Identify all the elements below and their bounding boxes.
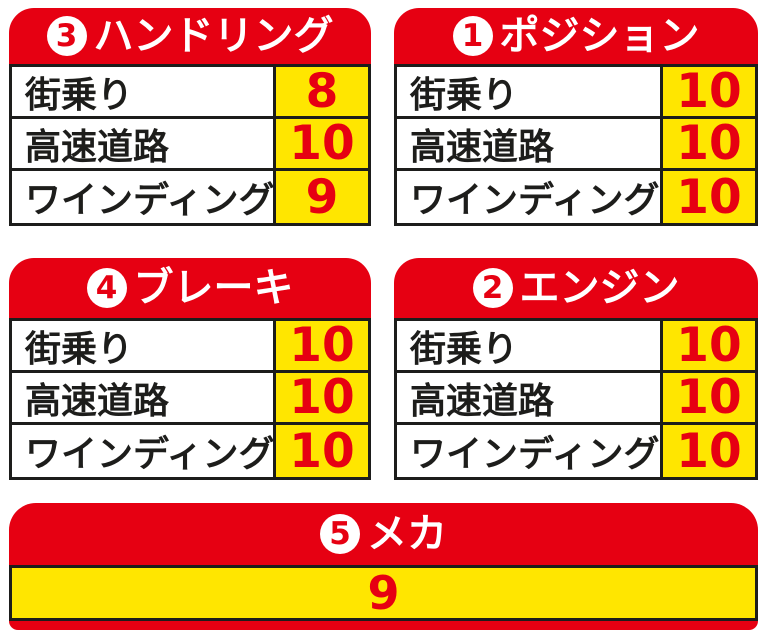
table-row: ワインディング 9 [12, 171, 368, 223]
row-label: 高速道路 [25, 380, 170, 422]
rating-table: 街乗り 10 高速道路 10 ワインディング 10 [9, 318, 371, 480]
panel-title: ブレーキ [133, 265, 294, 311]
row-score: 10 [273, 119, 368, 168]
table-row: 高速道路 10 [12, 119, 368, 171]
circled-number-badge: 2 [472, 268, 513, 308]
row-label: 街乗り [25, 74, 134, 116]
panel-header: 5 メカ [9, 503, 758, 565]
row-label: 街乗り [410, 328, 519, 370]
rating-panel-handling: 3 ハンドリング 街乗り 8 高速道路 10 ワインディング 9 [9, 8, 371, 226]
row-label: ワインディング [410, 434, 660, 475]
table-row: 街乗り 10 [12, 321, 368, 373]
rating-table: 街乗り 10 高速道路 10 ワインディング 10 [394, 64, 758, 226]
circled-number-badge: 1 [452, 16, 493, 56]
panel-header: 3 ハンドリング [9, 8, 371, 64]
table-row: 街乗り 8 [12, 67, 368, 119]
table-row: ワインディング 10 [397, 171, 755, 223]
row-score: 9 [367, 566, 400, 620]
panel-header: 2 エンジン [394, 258, 758, 318]
row-label: ワインディング [410, 180, 660, 221]
row-score: 10 [660, 321, 755, 370]
table-row: 街乗り 10 [397, 67, 755, 119]
bottom-red-cap [9, 621, 758, 630]
table-row: 高速道路 10 [397, 119, 755, 171]
panel-title: エンジン [519, 265, 680, 311]
rating-panel-brake: 4 ブレーキ 街乗り 10 高速道路 10 ワインディング 10 [9, 258, 371, 480]
table-row: 高速道路 10 [12, 373, 368, 425]
circled-number-badge: 4 [86, 268, 127, 308]
row-score: 9 [273, 171, 368, 223]
row-label: 街乗り [25, 328, 134, 370]
panel-header: 4 ブレーキ [9, 258, 371, 318]
panel-title: ハンドリング [93, 13, 334, 59]
row-score: 10 [660, 373, 755, 422]
table-row: ワインディング 10 [397, 425, 755, 477]
table-row: 街乗り 10 [397, 321, 755, 373]
row-score: 10 [273, 425, 368, 477]
row-score: 10 [273, 321, 368, 370]
row-label: 街乗り [410, 74, 519, 116]
row-score: 10 [660, 171, 755, 223]
row-score: 10 [660, 425, 755, 477]
row-label: 高速道路 [25, 126, 170, 168]
row-score: 10 [660, 119, 755, 168]
panel-header: 1 ポジション [394, 8, 758, 64]
row-score: 10 [273, 373, 368, 422]
table-row: ワインディング 10 [12, 425, 368, 477]
row-label: 高速道路 [410, 380, 555, 422]
rating-table: 街乗り 10 高速道路 10 ワインディング 10 [394, 318, 758, 480]
rating-panel-mecha: 5 メカ 9 [9, 503, 758, 630]
row-label: ワインディング [25, 434, 273, 475]
panel-title: メカ [367, 511, 447, 557]
rating-panel-position: 1 ポジション 街乗り 10 高速道路 10 ワインディング 10 [394, 8, 758, 226]
row-score: 10 [660, 67, 755, 116]
circled-number-badge: 3 [46, 16, 87, 56]
panel-title: ポジション [499, 13, 700, 59]
table-row: 高速道路 10 [397, 373, 755, 425]
rating-panel-engine: 2 エンジン 街乗り 10 高速道路 10 ワインディング 10 [394, 258, 758, 480]
row-label: 高速道路 [410, 126, 555, 168]
row-score: 8 [273, 67, 368, 116]
rating-table: 街乗り 8 高速道路 10 ワインディング 9 [9, 64, 371, 226]
circled-number-badge: 5 [320, 514, 360, 554]
mecha-score-row: 9 [9, 565, 758, 621]
row-label: ワインディング [25, 180, 273, 221]
